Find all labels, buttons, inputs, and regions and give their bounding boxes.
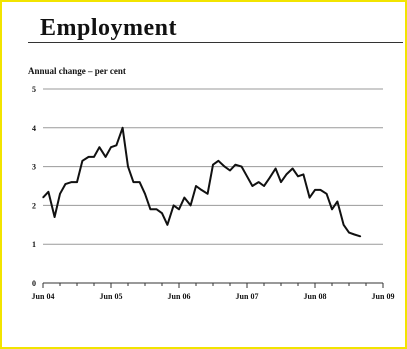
data-point xyxy=(53,216,56,218)
y-axis-unit-label: Annual change – per cent xyxy=(28,66,126,76)
data-point xyxy=(121,127,124,129)
data-point xyxy=(234,164,237,166)
data-point xyxy=(189,204,192,206)
data-point xyxy=(59,193,61,195)
data-point xyxy=(325,193,328,195)
data-point xyxy=(47,191,50,193)
data-point xyxy=(98,146,101,148)
data-point xyxy=(263,185,265,187)
data-point xyxy=(308,197,311,199)
data-point xyxy=(200,189,203,191)
data-point xyxy=(212,164,214,166)
data-point xyxy=(42,197,44,199)
y-tick-label: 3 xyxy=(32,163,36,172)
y-tick-label: 5 xyxy=(32,85,36,94)
data-point xyxy=(87,156,90,158)
data-point xyxy=(297,175,299,177)
data-point xyxy=(206,193,209,195)
data-point xyxy=(217,160,220,162)
chart-title: Employment xyxy=(40,15,177,41)
data-point xyxy=(104,156,107,158)
data-point xyxy=(64,183,67,185)
data-point xyxy=(314,189,316,191)
data-point xyxy=(93,156,95,158)
data-point xyxy=(246,175,248,177)
data-point xyxy=(251,185,254,187)
data-point xyxy=(127,166,129,168)
data-point xyxy=(166,224,169,226)
data-point xyxy=(359,235,362,238)
data-point xyxy=(285,173,288,175)
data-point xyxy=(229,169,231,172)
data-point xyxy=(161,212,163,214)
data-point xyxy=(268,177,271,179)
title-divider xyxy=(28,42,403,43)
data-point xyxy=(155,208,158,210)
data-point xyxy=(302,173,305,175)
data-point xyxy=(76,181,78,183)
data-point xyxy=(319,189,322,191)
data-point xyxy=(348,231,350,234)
data-point xyxy=(342,224,345,226)
data-point xyxy=(331,208,333,210)
data-point xyxy=(115,144,118,146)
x-tick-label: Jun 04 xyxy=(32,292,55,301)
data-point xyxy=(178,208,180,210)
x-tick-label: Jun 06 xyxy=(168,292,191,301)
data-point xyxy=(110,146,112,148)
y-tick-label: 4 xyxy=(32,124,36,133)
x-tick-label: Jun 09 xyxy=(372,292,395,301)
x-tick-label: Jun 05 xyxy=(100,292,123,301)
data-point xyxy=(257,181,260,183)
data-point xyxy=(280,181,282,183)
data-point xyxy=(195,185,197,187)
data-point xyxy=(132,181,135,183)
data-point xyxy=(70,181,73,183)
data-point xyxy=(223,166,226,168)
data-point xyxy=(149,208,152,210)
data-point xyxy=(144,193,146,195)
y-tick-label: 1 xyxy=(32,240,36,249)
data-point xyxy=(172,204,175,206)
data-point xyxy=(183,197,186,199)
series-line xyxy=(42,126,361,238)
data-point xyxy=(274,167,277,170)
data-point xyxy=(291,167,294,170)
x-tick-label: Jun 08 xyxy=(304,292,327,301)
y-tick-label: 2 xyxy=(32,201,36,210)
data-point xyxy=(336,200,339,203)
x-tick-label: Jun 07 xyxy=(236,292,259,301)
data-point xyxy=(353,233,356,236)
data-point xyxy=(240,166,243,168)
y-tick-label: 0 xyxy=(32,279,36,288)
data-point xyxy=(81,160,84,162)
data-point xyxy=(138,181,141,183)
